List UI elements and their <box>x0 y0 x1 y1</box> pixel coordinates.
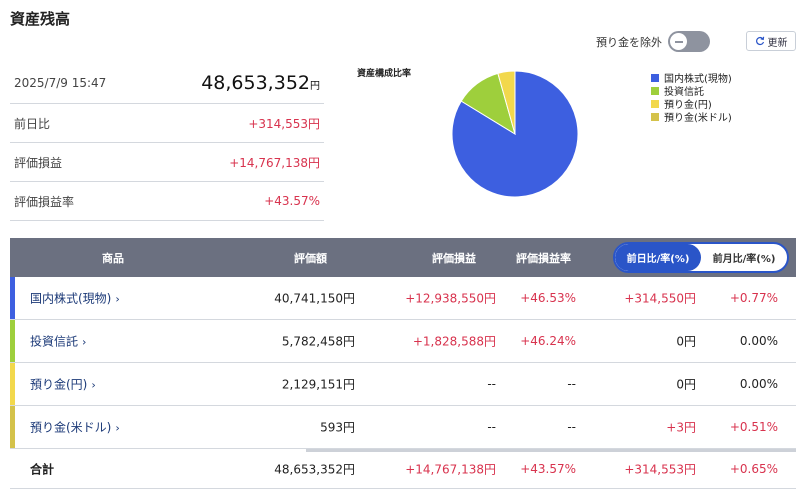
category-color-bar <box>10 406 15 448</box>
chevron-right-icon: › <box>115 421 120 435</box>
tab-monthly-change[interactable]: 前月比/率(%) <box>712 254 776 265</box>
total-pl: +14,767,138円 <box>405 462 496 476</box>
summary-row-unrealized-pl: 評価損益 +14,767,138円 <box>10 143 324 182</box>
row-pl: -- <box>487 420 496 434</box>
total-change-rate: +0.65% <box>729 461 778 476</box>
row-change: 0円 <box>676 334 696 349</box>
summary-total-row: 2025/7/9 15:47 48,653,352円 <box>10 62 324 104</box>
summary-total-value: 48,653,352 <box>201 71 310 94</box>
toggle-knob <box>670 33 687 50</box>
row-name: 投資信託 <box>30 334 79 349</box>
total-change: +314,553円 <box>624 462 696 476</box>
row-pl: -- <box>487 377 496 391</box>
exclude-deposits-label: 預り金を除外 <box>596 35 662 49</box>
refresh-label: 更新 <box>767 37 788 49</box>
chart-title: 資産構成比率 <box>357 69 412 79</box>
refresh-icon <box>755 36 764 46</box>
row-pl-rate: +46.24% <box>520 334 576 348</box>
legend-item: 国内株式(現物) <box>651 71 732 85</box>
legend-swatch <box>651 86 659 95</box>
chevron-right-icon: › <box>91 378 96 392</box>
summary-total: 48,653,352円 <box>201 72 320 94</box>
legend-swatch <box>651 112 659 121</box>
table-row: 預り金(円) › 2,129,151円 -- -- 0円 0.00% <box>10 363 796 406</box>
category-color-bar <box>10 277 15 319</box>
row-change-rate: +0.51% <box>729 420 778 434</box>
table-total-row: 合計 48,653,352円 +14,767,138円 +43.57% +314… <box>10 449 796 489</box>
legend-item: 預り金(円) <box>651 97 732 111</box>
tab-daily-change[interactable]: 前日比/率(%) <box>615 244 701 271</box>
row-pl: +1,828,588円 <box>412 334 496 349</box>
summary-row-unrealized-pl-rate: 評価損益率 +43.57% <box>10 182 324 221</box>
total-pl-rate: +43.57% <box>520 461 576 476</box>
legend-swatch <box>651 99 659 108</box>
table-row: 国内株式(現物) › 40,741,150円 +12,938,550円 +46.5… <box>10 277 796 320</box>
summary-value: +43.57% <box>264 194 320 208</box>
legend-label: 預り金(円) <box>664 100 712 111</box>
row-valuation: 5,782,458円 <box>281 334 355 349</box>
summary-value: +14,767,138円 <box>229 155 320 170</box>
chart-legend: 国内株式(現物) 投資信託 預り金(円) 預り金(米ドル) <box>651 71 732 124</box>
row-valuation: 40,741,150円 <box>274 291 355 306</box>
summary-row-daily-change: 前日比 +314,553円 <box>10 104 324 143</box>
page-title: 資産残高 <box>10 10 71 28</box>
asset-composition-pie-chart <box>451 70 579 198</box>
row-name-link[interactable]: 国内株式(現物) › <box>30 290 120 307</box>
row-name-link[interactable]: 投資信託 › <box>30 333 86 350</box>
header-product: 商品 <box>102 251 124 265</box>
summary-label: 評価損益率 <box>14 194 75 209</box>
header-valuation: 評価額 <box>294 251 327 265</box>
legend-item: 預り金(米ドル) <box>651 110 732 124</box>
exclude-deposits-control: 預り金を除外 <box>596 31 710 52</box>
category-color-bar <box>10 320 15 362</box>
legend-label: 預り金(米ドル) <box>664 113 732 124</box>
row-name: 預り金(米ドル) <box>30 420 112 435</box>
chevron-right-icon: › <box>115 292 120 306</box>
row-change-rate: +0.77% <box>729 291 778 305</box>
row-name: 預り金(円) <box>30 377 88 392</box>
row-valuation: 593円 <box>320 420 355 435</box>
legend-swatch <box>651 73 659 82</box>
row-change: 0円 <box>676 377 696 392</box>
header-pl: 評価損益 <box>432 251 476 265</box>
row-change-rate: 0.00% <box>739 334 778 348</box>
holdings-table: 商品 評価額 評価損益 評価損益率 前日比/率(%) 前月比/率(%) 国内株式… <box>10 238 796 489</box>
row-pl-rate: -- <box>567 377 576 391</box>
summary-value: +314,553円 <box>248 116 320 131</box>
row-name: 国内株式(現物) <box>30 291 112 306</box>
legend-label: 投資信託 <box>664 87 704 98</box>
row-pl: +12,938,550円 <box>405 291 496 306</box>
legend-item: 投資信託 <box>651 84 732 98</box>
exclude-deposits-toggle[interactable] <box>668 31 710 52</box>
summary-panel: 2025/7/9 15:47 48,653,352円 前日比 +314,553円… <box>10 62 324 221</box>
refresh-button[interactable]: 更新 <box>746 31 796 51</box>
total-separator <box>306 449 796 452</box>
change-period-toggle: 前日比/率(%) 前月比/率(%) <box>613 242 789 273</box>
table-row: 預り金(米ドル) › 593円 -- -- +3円 +0.51% <box>10 406 796 449</box>
total-valuation: 48,653,352円 <box>274 462 355 476</box>
row-change: +3円 <box>666 420 696 435</box>
table-header: 商品 評価額 評価損益 評価損益率 前日比/率(%) 前月比/率(%) <box>10 238 796 277</box>
summary-datetime: 2025/7/9 15:47 <box>14 75 107 90</box>
row-name-link[interactable]: 預り金(米ドル) › <box>30 419 120 436</box>
table-row: 投資信託 › 5,782,458円 +1,828,588円 +46.24% 0円 … <box>10 320 796 363</box>
summary-label: 前日比 <box>14 116 51 131</box>
legend-label: 国内株式(現物) <box>664 74 732 85</box>
summary-total-unit: 円 <box>310 80 320 92</box>
category-color-bar <box>10 363 15 405</box>
header-pl-rate: 評価損益率 <box>516 251 571 265</box>
row-pl-rate: -- <box>567 420 576 434</box>
chevron-right-icon: › <box>82 335 87 349</box>
row-valuation: 2,129,151円 <box>281 377 355 392</box>
row-name-link[interactable]: 預り金(円) › <box>30 376 96 393</box>
total-name: 合計 <box>30 462 55 476</box>
summary-label: 評価損益 <box>14 155 63 170</box>
row-change: +314,550円 <box>624 291 696 306</box>
row-change-rate: 0.00% <box>739 377 778 391</box>
row-pl-rate: +46.53% <box>520 291 576 305</box>
